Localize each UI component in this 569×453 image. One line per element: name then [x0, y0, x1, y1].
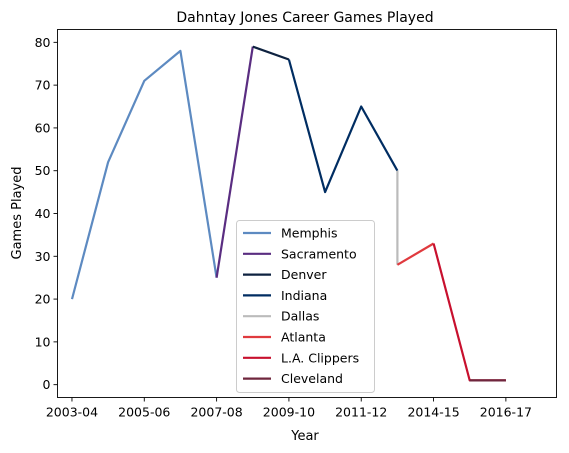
- y-tick-label: 20: [35, 292, 51, 307]
- x-tick-label: 2007-08: [190, 405, 242, 420]
- legend: Memphis Sacramento Denver Indiana Dallas Atla…: [236, 220, 375, 393]
- y-tick-label: 10: [35, 334, 51, 349]
- chart-title: Dahntay Jones Career Games Played: [176, 10, 433, 26]
- x-tick-label: 2016-17: [480, 405, 532, 420]
- x-axis-ticks: 2003-04 2005-06 2007-08 2009-10 2011-12 2014-…: [46, 397, 532, 420]
- y-tick-label: 60: [35, 120, 51, 135]
- series-line-5: [396, 242, 435, 266]
- y-tick-label: 50: [35, 163, 51, 178]
- series-line-3: [287, 59, 399, 194]
- x-tick-label: 2014-15: [407, 405, 459, 420]
- x-tick-label: 2003-04: [46, 405, 98, 420]
- series-layer: [70, 45, 506, 382]
- y-tick-label: 80: [35, 35, 51, 50]
- y-tick-label: 40: [35, 206, 51, 221]
- series-line-1: [215, 46, 254, 278]
- x-tick-label: 2011-12: [335, 405, 387, 420]
- y-tick-label: 70: [35, 78, 51, 93]
- x-tick-label: 2009-10: [263, 405, 315, 420]
- legend-frame: [236, 220, 375, 393]
- legend-label: L.A. Clippers: [281, 350, 359, 365]
- y-axis-label: Games Played: [10, 167, 25, 260]
- y-axis-ticks: 0 10 20 30 40 50 60 70 80: [35, 35, 58, 392]
- legend-label: Denver: [281, 267, 327, 282]
- legend-label: Atlanta: [281, 330, 326, 345]
- series-line-0: [70, 49, 218, 300]
- series-line-2: [252, 45, 290, 61]
- y-tick-label: 30: [35, 249, 51, 264]
- x-tick-label: 2005-06: [118, 405, 170, 420]
- x-axis-label: Year: [290, 429, 319, 444]
- legend-label: Dallas: [281, 309, 319, 324]
- y-tick-label: 0: [43, 377, 51, 392]
- legend-label: Cleveland: [281, 371, 343, 386]
- legend-label: Sacramento: [281, 246, 357, 261]
- legend-label: Indiana: [281, 288, 327, 303]
- series-line-6: [432, 243, 506, 382]
- legend-label: Memphis: [281, 226, 338, 241]
